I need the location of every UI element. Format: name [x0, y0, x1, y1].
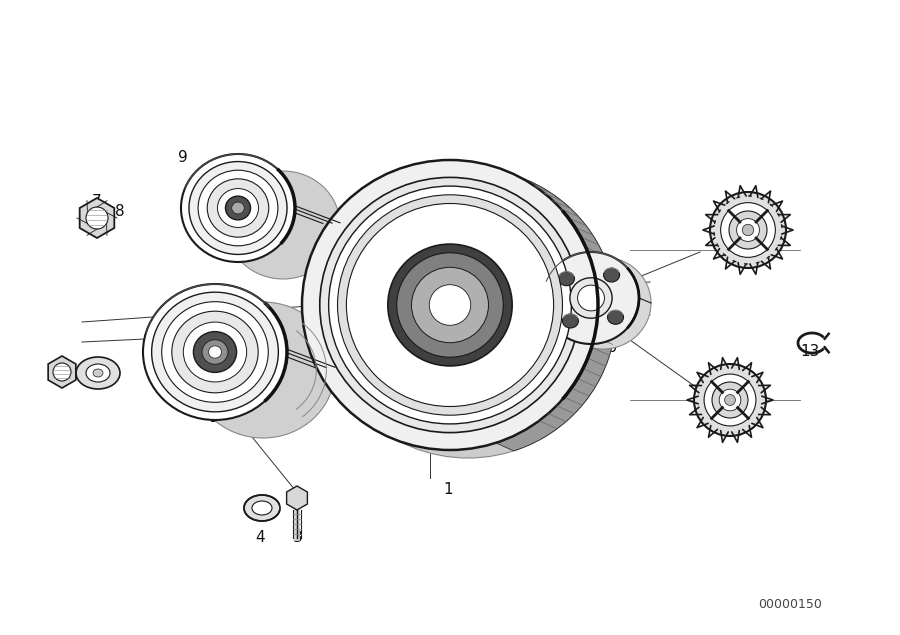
Text: 3: 3 [293, 530, 303, 544]
Ellipse shape [721, 203, 776, 257]
Ellipse shape [338, 195, 562, 415]
Ellipse shape [198, 170, 278, 246]
Ellipse shape [712, 382, 748, 418]
Ellipse shape [742, 224, 753, 236]
Ellipse shape [710, 192, 786, 268]
Ellipse shape [388, 244, 512, 366]
Ellipse shape [226, 171, 340, 279]
Ellipse shape [86, 207, 108, 229]
Text: 7: 7 [92, 194, 102, 210]
Text: 9: 9 [178, 150, 188, 166]
Text: 6: 6 [88, 364, 98, 380]
Ellipse shape [143, 284, 287, 420]
Ellipse shape [93, 369, 103, 377]
Text: 5: 5 [52, 363, 62, 377]
Ellipse shape [162, 302, 268, 403]
Ellipse shape [608, 311, 624, 324]
Ellipse shape [76, 357, 120, 389]
Text: 8: 8 [115, 204, 125, 220]
Text: 2: 2 [211, 410, 220, 425]
Text: 10: 10 [598, 340, 617, 356]
Ellipse shape [543, 252, 639, 344]
Ellipse shape [320, 177, 580, 432]
Polygon shape [496, 167, 616, 451]
Polygon shape [80, 198, 114, 238]
Text: 4: 4 [256, 530, 265, 544]
Ellipse shape [226, 196, 250, 220]
Text: 11: 11 [733, 215, 751, 229]
Ellipse shape [724, 394, 735, 405]
Ellipse shape [231, 202, 244, 214]
Ellipse shape [302, 160, 598, 450]
Ellipse shape [181, 154, 295, 262]
Ellipse shape [202, 340, 228, 364]
Ellipse shape [729, 211, 767, 249]
Ellipse shape [694, 364, 766, 436]
Ellipse shape [151, 292, 278, 412]
Ellipse shape [411, 267, 489, 343]
Ellipse shape [328, 186, 572, 424]
Ellipse shape [719, 389, 741, 411]
Ellipse shape [189, 161, 287, 255]
Ellipse shape [704, 374, 756, 426]
Polygon shape [286, 486, 308, 510]
Ellipse shape [578, 285, 605, 311]
Ellipse shape [397, 253, 503, 358]
Polygon shape [48, 356, 76, 388]
Ellipse shape [53, 363, 71, 381]
Ellipse shape [191, 302, 335, 438]
Ellipse shape [320, 168, 616, 458]
Text: 1: 1 [443, 483, 453, 497]
Ellipse shape [244, 495, 280, 521]
Ellipse shape [184, 322, 247, 382]
Ellipse shape [218, 189, 258, 227]
Ellipse shape [86, 364, 110, 382]
Ellipse shape [429, 284, 471, 325]
Ellipse shape [559, 272, 574, 286]
Ellipse shape [570, 277, 612, 318]
Text: 12: 12 [717, 413, 736, 427]
Ellipse shape [194, 331, 237, 372]
Ellipse shape [209, 346, 221, 358]
Ellipse shape [555, 257, 651, 349]
Ellipse shape [252, 501, 272, 515]
Ellipse shape [172, 311, 258, 393]
Ellipse shape [736, 218, 760, 241]
Text: 13: 13 [800, 345, 820, 359]
Ellipse shape [207, 179, 269, 237]
Text: 00000150: 00000150 [758, 599, 822, 612]
Ellipse shape [346, 203, 554, 406]
Ellipse shape [604, 268, 619, 282]
Ellipse shape [562, 314, 579, 328]
